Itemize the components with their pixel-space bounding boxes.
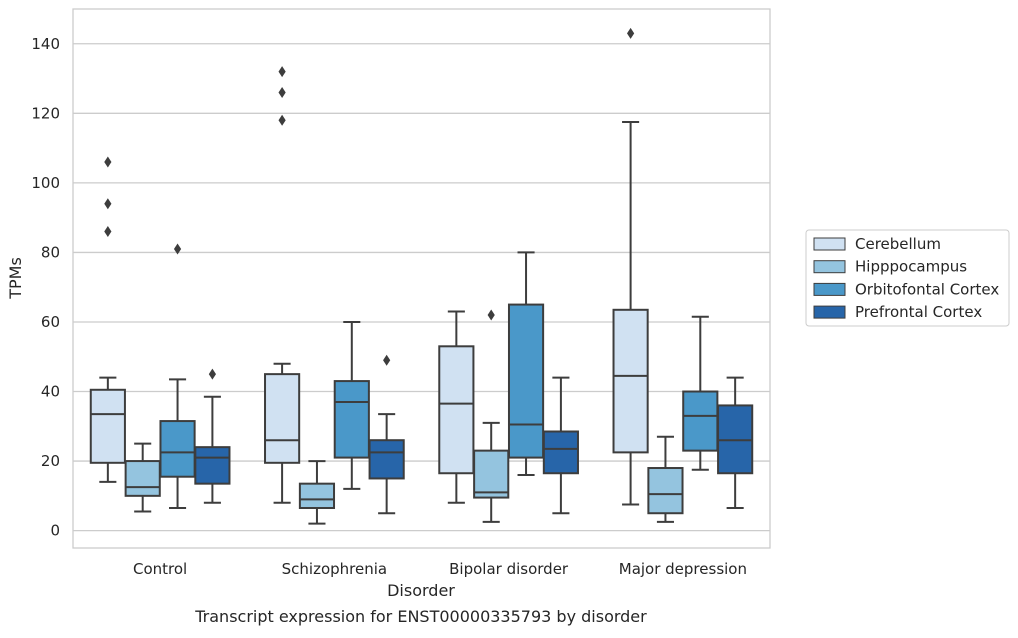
- box-iqr: [124, 460, 161, 497]
- legend-swatch: [813, 282, 846, 296]
- series-group: [159, 243, 719, 510]
- box-group: [194, 368, 231, 504]
- box-group: [333, 320, 370, 490]
- box-iqr: [647, 467, 684, 515]
- x-tick-label: Bipolar disorder: [449, 560, 569, 578]
- series-group: [194, 354, 754, 515]
- legend-swatch: [813, 305, 846, 319]
- y-tick-label: 0: [50, 522, 60, 540]
- outlier-point: [104, 198, 112, 210]
- outlier-point: [208, 368, 216, 380]
- box-group: [89, 156, 126, 483]
- series-group: [89, 27, 649, 506]
- x-tick-labels: Control Schizophrenia Bipolar disorder Majo…: [133, 560, 747, 578]
- x-tick-label: Control: [133, 560, 187, 578]
- box-group: [124, 442, 161, 513]
- outlier-point: [278, 66, 286, 78]
- legend-swatch: [813, 237, 846, 251]
- box-group: [507, 251, 545, 476]
- y-tick-label: 60: [41, 313, 60, 331]
- legend-swatch: [813, 260, 846, 274]
- box-group: [647, 435, 684, 523]
- legend-item: Cerebellum: [813, 235, 941, 253]
- outlier-point: [278, 114, 286, 126]
- outlier-point: [104, 156, 112, 168]
- legend-item: Hipppocampus: [813, 258, 967, 276]
- legend-label: Cerebellum: [855, 235, 941, 253]
- box-series-layer: [89, 27, 754, 525]
- plot-area-frame: [72, 8, 771, 549]
- y-tick-label: 100: [31, 174, 60, 192]
- legend-label: Hipppocampus: [855, 258, 967, 276]
- series-group: [124, 309, 684, 525]
- y-tick-label: 80: [41, 243, 60, 261]
- box-iqr: [298, 482, 336, 510]
- figure-caption: Transcript expression for ENST0000033579…: [194, 607, 647, 626]
- legend-frame: [805, 229, 1010, 327]
- box-iqr: [333, 380, 370, 459]
- outlier-point: [487, 309, 495, 321]
- box-iqr: [473, 449, 510, 499]
- box-group: [264, 66, 301, 504]
- y-tick-label: 20: [41, 452, 60, 470]
- box-iqr: [682, 390, 719, 452]
- legend-item: Orbitofontal Cortex: [813, 280, 999, 298]
- x-tick-label: Major depression: [619, 560, 747, 578]
- y-tick-labels: 0 20 40 60 80 100 120 140: [31, 35, 60, 540]
- box-group: [717, 376, 754, 510]
- legend: Cerebellum Hipppocampus Orbitofontal Corte…: [805, 229, 1010, 327]
- box-iqr: [542, 430, 579, 475]
- box-group: [368, 354, 405, 515]
- outlier-point: [383, 354, 391, 366]
- y-tick-label: 40: [41, 383, 60, 401]
- legend-item: Prefrontal Cortex: [813, 303, 982, 321]
- box-iqr: [438, 345, 475, 475]
- legend-label: Prefrontal Cortex: [855, 303, 982, 321]
- box-group: [298, 460, 336, 525]
- box-iqr: [194, 446, 231, 485]
- y-axis-title: TPMs: [6, 257, 25, 300]
- box-iqr: [507, 303, 545, 459]
- box-iqr: [89, 388, 126, 464]
- box-iqr: [612, 308, 649, 454]
- legend-label: Orbitofontal Cortex: [855, 280, 999, 298]
- x-tick-label: Schizophrenia: [282, 560, 387, 578]
- box-iqr: [159, 420, 196, 478]
- outlier-point: [627, 27, 635, 39]
- y-tick-label: 140: [31, 35, 60, 53]
- box-group: [473, 309, 510, 523]
- box-iqr: [368, 439, 405, 480]
- box-group: [682, 315, 719, 471]
- y-tick-label: 120: [31, 104, 60, 122]
- outlier-point: [278, 86, 286, 98]
- outlier-point: [173, 243, 182, 255]
- box-group: [612, 27, 649, 506]
- outlier-point: [104, 226, 112, 238]
- box-group: [438, 310, 475, 504]
- box-group: [159, 243, 196, 510]
- box-iqr: [264, 373, 301, 464]
- x-axis-title: Disorder: [387, 581, 455, 600]
- box-group: [542, 376, 579, 515]
